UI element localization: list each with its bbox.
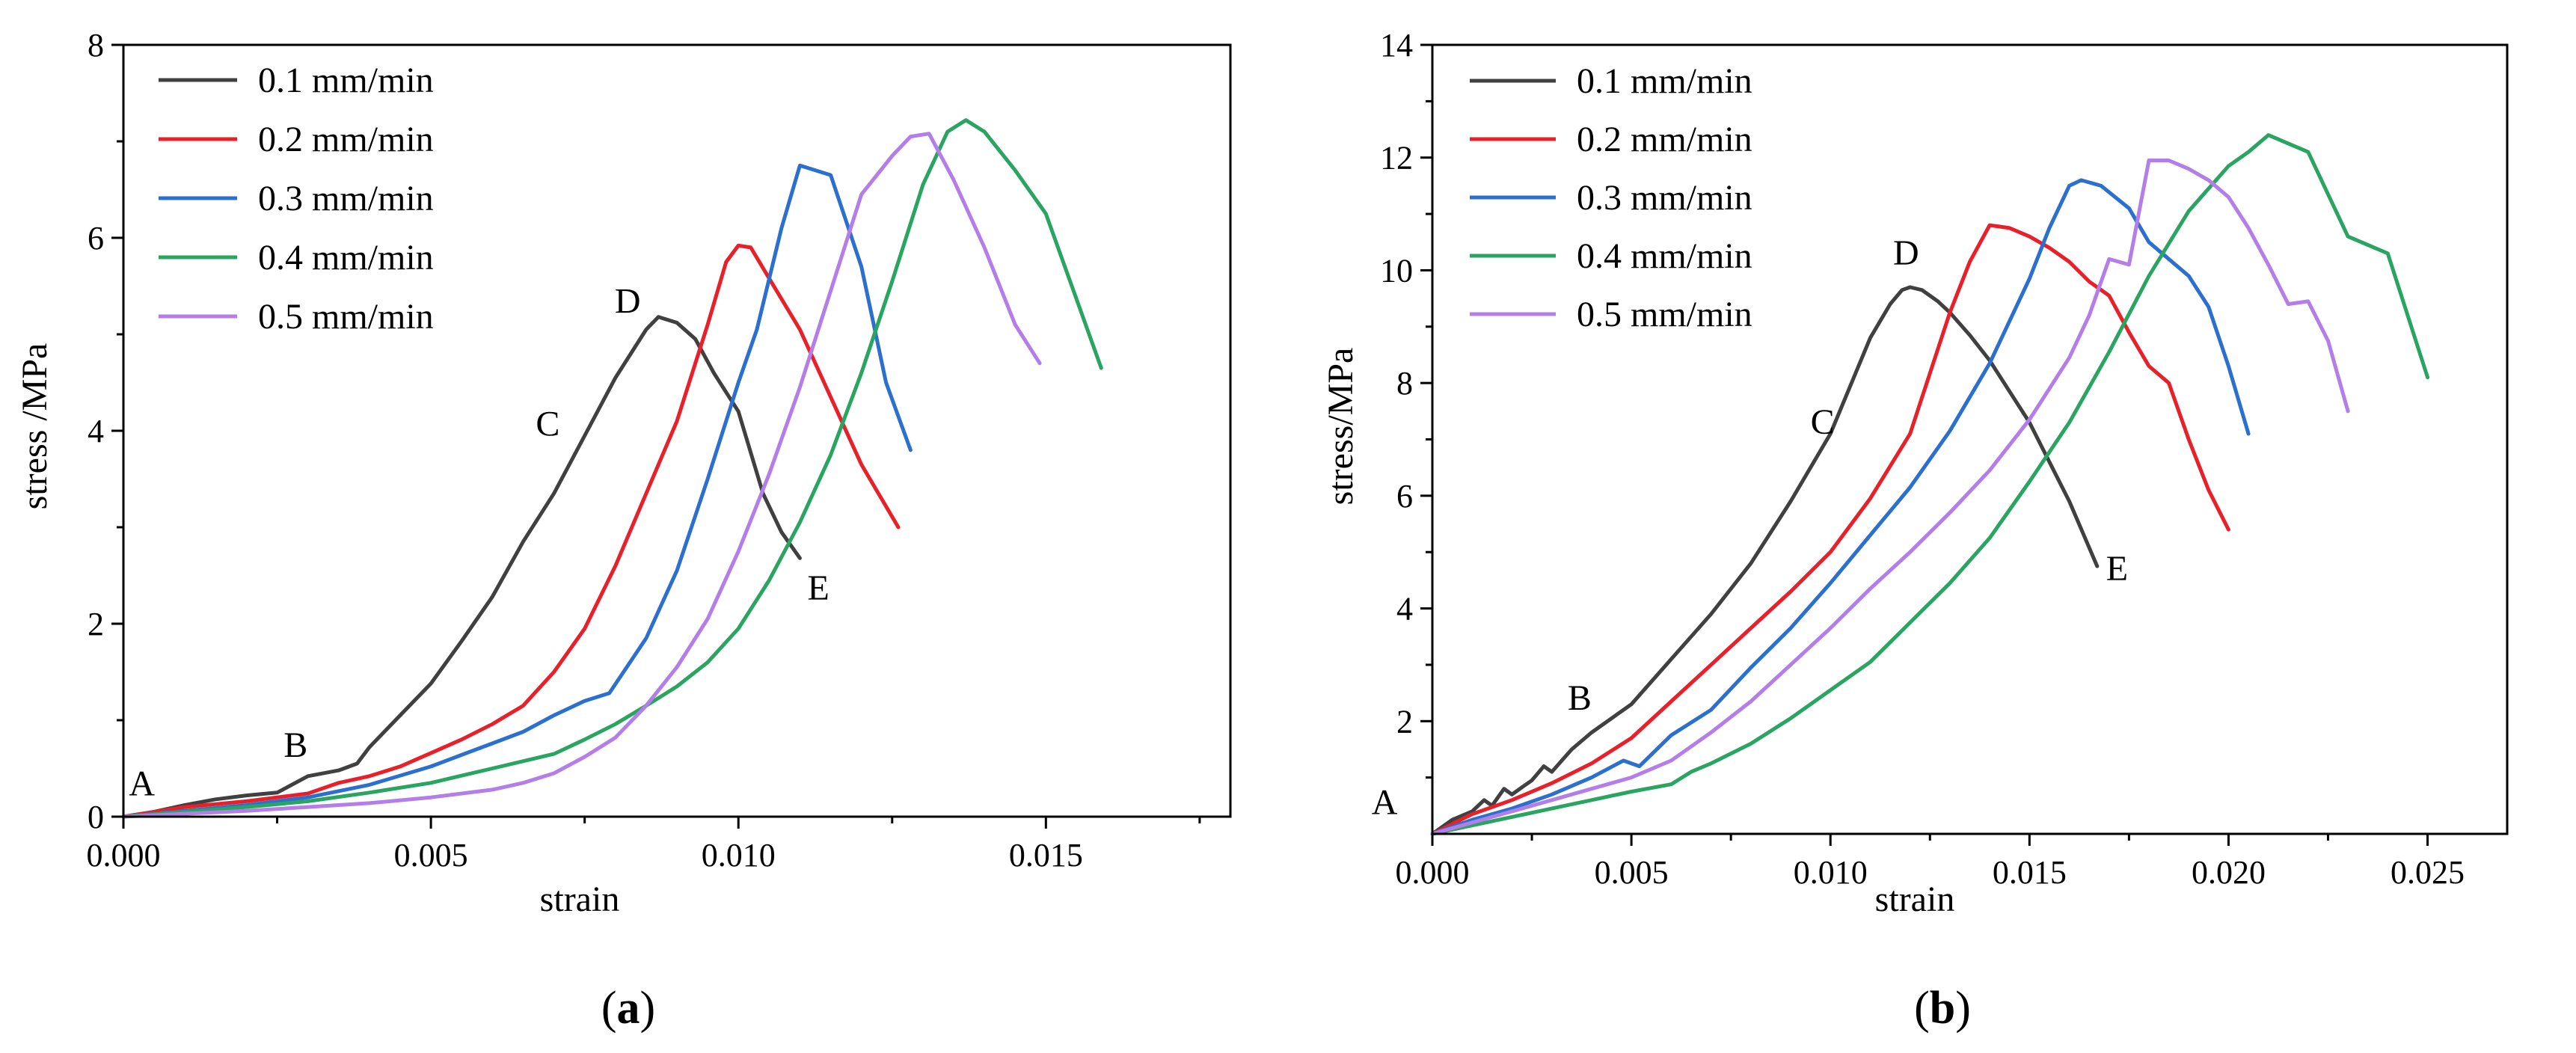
y-tick-label: 12 — [1380, 140, 1413, 176]
y-tick-label: 0 — [88, 799, 104, 835]
y-tick-label: 4 — [88, 413, 104, 449]
plot-frame — [1431, 43, 2509, 835]
y-tick-label: 10 — [1380, 252, 1413, 289]
x-tick-label: 0.005 — [394, 837, 468, 874]
y-axis-title: stress/MPa — [1321, 348, 1361, 506]
series-line-5 — [1430, 159, 2350, 836]
x-tick-label: 0.000 — [1396, 854, 1470, 891]
x-tick-label: 0.020 — [2192, 854, 2266, 891]
series-line-2 — [1430, 223, 2230, 836]
legend-label-4: 0.4 mm/min — [258, 238, 434, 277]
legend-label-1: 0.1 mm/min — [258, 61, 434, 100]
annotation-e: E — [2106, 549, 2128, 589]
legend-label-5: 0.5 mm/min — [1577, 295, 1752, 334]
legend-label-2: 0.2 mm/min — [1577, 120, 1752, 159]
x-tick-label: 0.000 — [87, 837, 161, 874]
caption-a: (a) — [601, 983, 655, 1034]
legend-label-3: 0.3 mm/min — [1577, 178, 1752, 218]
legend-label-3: 0.3 mm/min — [258, 179, 434, 218]
y-tick-label: 14 — [1380, 27, 1413, 64]
legend-label-2: 0.2 mm/min — [258, 120, 434, 159]
series-line-3 — [1430, 178, 2251, 836]
series-line-4 — [1430, 133, 2430, 836]
plot-frame — [122, 43, 1232, 818]
x-axis-title: strain — [540, 879, 620, 919]
series-line-1 — [1430, 285, 2100, 836]
y-tick-label: 2 — [88, 606, 104, 642]
series-line-4 — [121, 118, 1103, 819]
annotation-b: B — [283, 725, 307, 765]
legend-label-4: 0.4 mm/min — [1577, 236, 1752, 276]
caption-b: (b) — [1914, 983, 1971, 1034]
annotation-e: E — [807, 568, 829, 608]
chart-panel-b: 0.000 0.005 0.010 0.015 0.020 0.025 2 4 6 8 10 12 14… — [1321, 27, 2509, 919]
x-tick-label: 0.010 — [702, 837, 776, 874]
annotation-d: D — [615, 282, 641, 322]
y-tick-label: 2 — [1396, 703, 1413, 740]
annotation-a: A — [1372, 783, 1398, 823]
series-line-5 — [121, 132, 1042, 819]
annotation-a: A — [129, 764, 155, 804]
annotation-d: D — [1893, 233, 1919, 273]
x-axis-title: strain — [1875, 879, 1955, 919]
x-tick-label: 0.015 — [1009, 837, 1083, 874]
y-tick-label: 6 — [88, 220, 104, 257]
legend-label-5: 0.5 mm/min — [258, 297, 434, 337]
annotation-b: B — [1568, 678, 1592, 718]
annotation-c: C — [536, 404, 559, 443]
x-tick-label: 0.005 — [1595, 854, 1669, 891]
series-line-3 — [121, 163, 913, 819]
legend-label-1: 0.1 mm/min — [1577, 61, 1752, 101]
chart-panel-a: 0.000 0.005 0.010 0.015 0 2 4 6 8 strain stress /M… — [15, 27, 1232, 919]
y-axis-title: stress /MPa — [15, 343, 55, 510]
x-tick-label: 0.025 — [2391, 854, 2465, 891]
y-tick-label: 6 — [1396, 478, 1413, 515]
x-tick-label: 0.015 — [1993, 854, 2067, 891]
annotation-c: C — [1811, 402, 1835, 442]
y-tick-label: 4 — [1396, 591, 1413, 627]
series-line-1 — [121, 315, 802, 819]
y-tick-label: 8 — [88, 27, 104, 64]
y-tick-label: 8 — [1396, 365, 1413, 402]
x-tick-label: 0.010 — [1794, 854, 1868, 891]
